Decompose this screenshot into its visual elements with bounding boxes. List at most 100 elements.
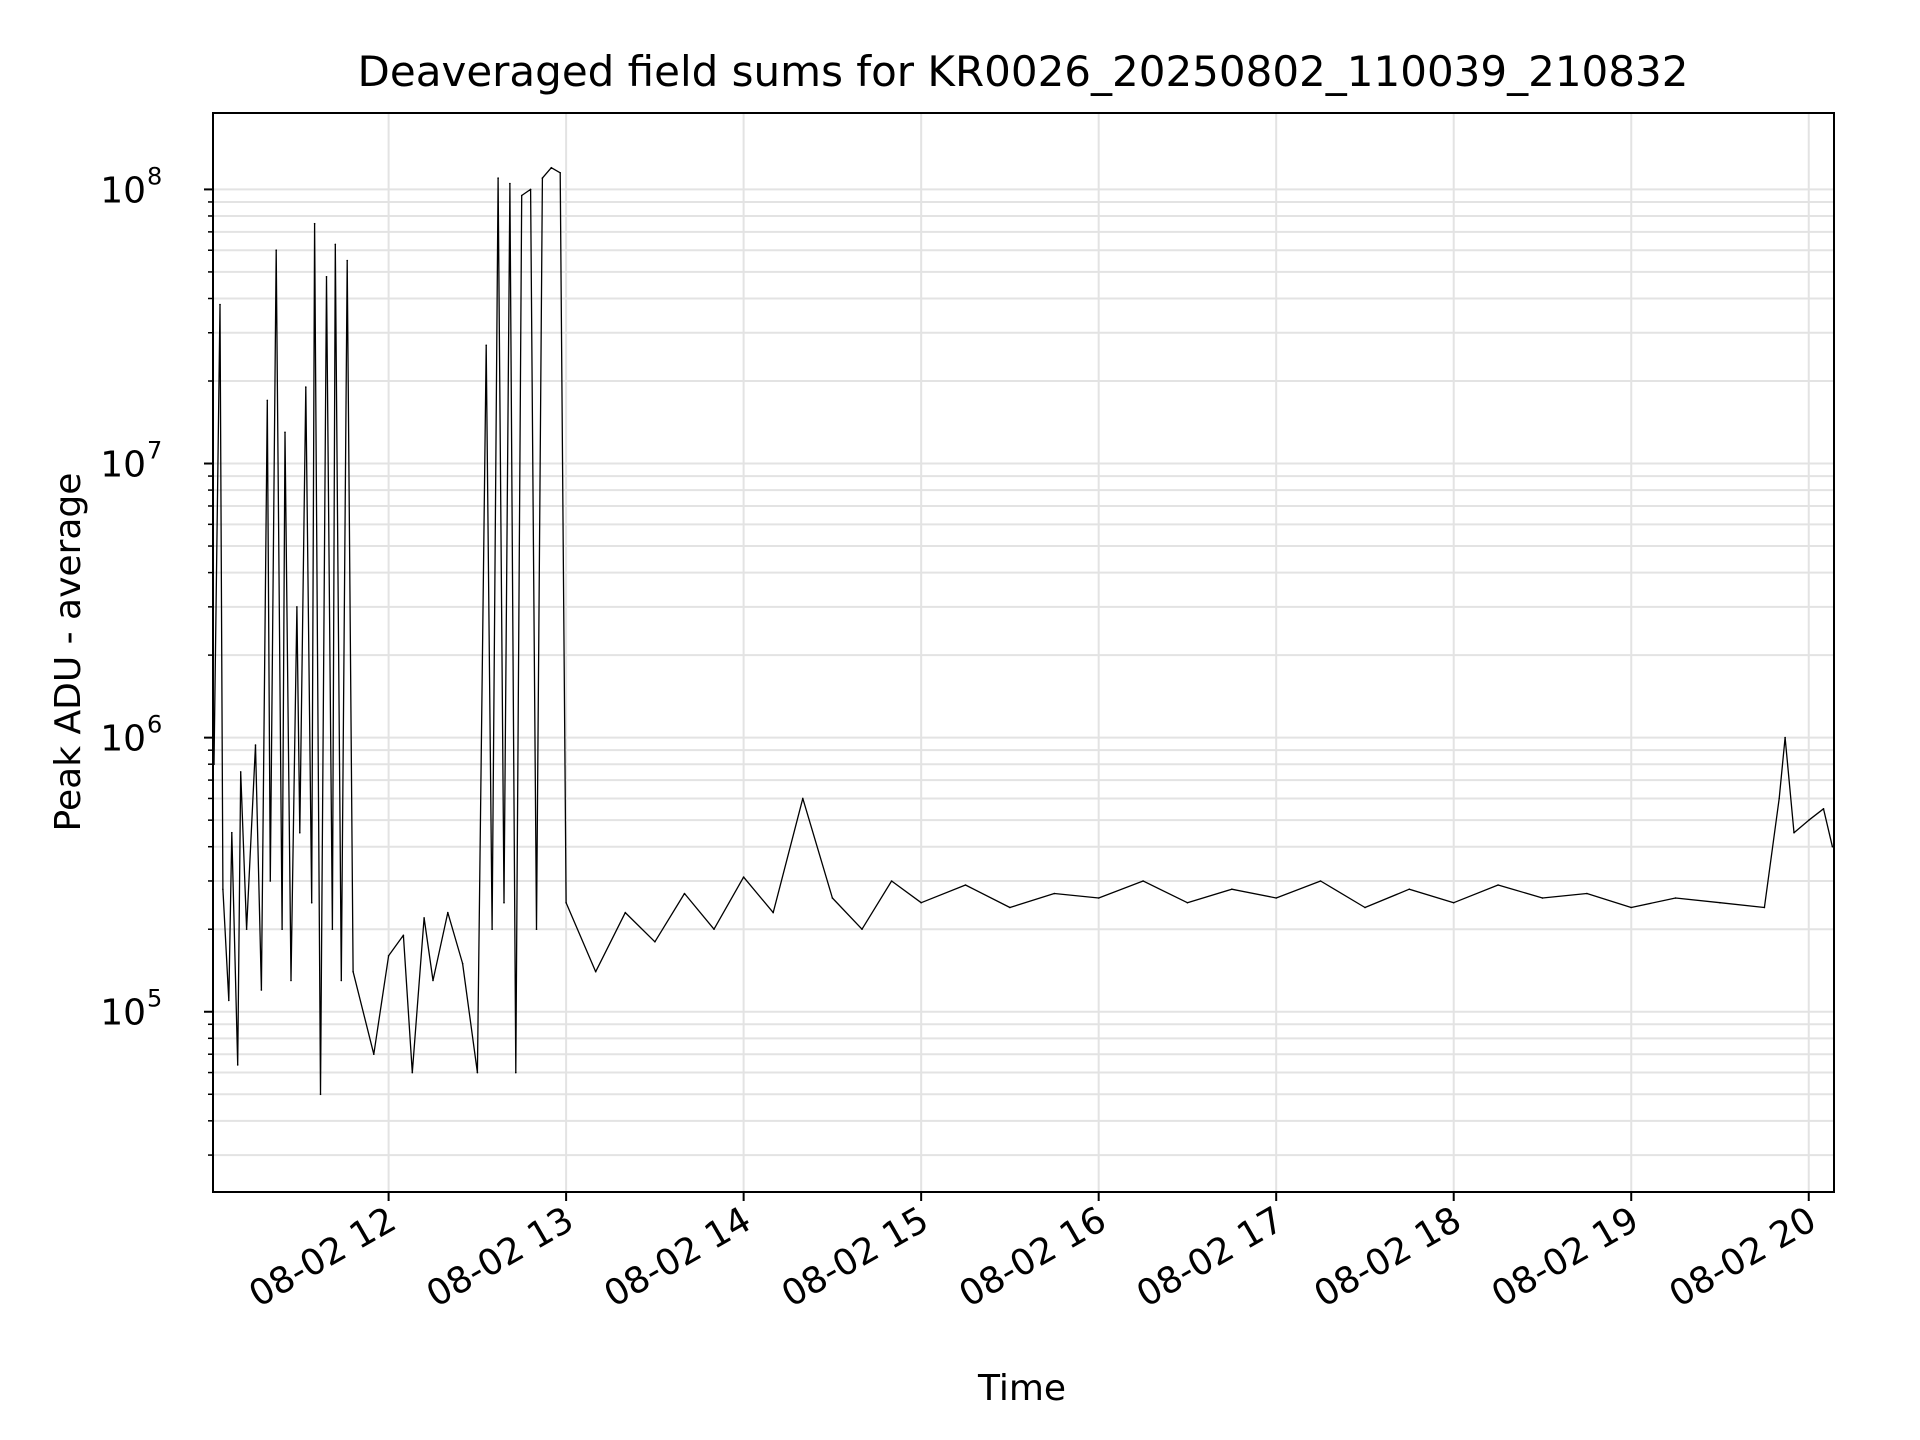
data-point — [1793, 831, 1795, 834]
y-tick-base: 10 — [100, 993, 146, 1034]
y-tick-label: 10 6 — [100, 711, 162, 760]
data-point — [402, 934, 405, 937]
data-point — [683, 892, 686, 895]
y-axis-title: Peak ADU - average — [48, 473, 89, 832]
data-point — [491, 928, 493, 930]
data-point — [352, 970, 354, 973]
data-point — [1364, 906, 1366, 909]
data-point — [1186, 901, 1189, 904]
data-point — [920, 901, 922, 904]
data-point — [411, 1071, 414, 1074]
y-tick-exponent: 5 — [147, 985, 162, 1013]
data-point — [231, 831, 233, 834]
data-point — [1275, 897, 1277, 899]
data-point — [772, 911, 774, 914]
data-point — [254, 744, 257, 746]
data-point — [346, 259, 349, 262]
data-point — [1497, 884, 1499, 886]
data-point — [742, 876, 745, 878]
chart-title: Deaveraged field sums for KR0026_2025080… — [358, 47, 1689, 96]
minor-gridlines — [213, 200, 1834, 1157]
y-tick-exponent: 7 — [147, 437, 162, 465]
data-point — [245, 928, 248, 930]
data-point — [461, 962, 464, 965]
y-tick-base: 10 — [100, 719, 146, 760]
data-point — [269, 880, 272, 882]
data-point — [260, 989, 263, 991]
data-point — [319, 1093, 322, 1096]
data-point — [236, 1064, 239, 1066]
data-point — [281, 928, 283, 930]
data-point — [515, 1071, 517, 1074]
data-point — [476, 1071, 479, 1074]
y-tick-exponent: 8 — [147, 162, 162, 190]
data-point — [594, 970, 597, 973]
data-point — [1319, 880, 1322, 882]
data-point — [565, 901, 567, 904]
data-point — [310, 901, 313, 904]
data-point — [284, 431, 286, 434]
data-point — [1719, 901, 1721, 904]
y-tick-label: 10 7 — [100, 437, 162, 486]
data-point — [219, 303, 221, 306]
data-point — [373, 1053, 375, 1055]
data-point — [831, 897, 834, 899]
data-point — [305, 386, 307, 388]
data-point — [239, 771, 242, 773]
data-point — [340, 979, 343, 982]
data-point — [387, 955, 390, 957]
data-point — [299, 831, 301, 834]
data-point — [497, 177, 499, 179]
data-point — [1541, 897, 1544, 899]
data-point — [1097, 897, 1100, 899]
data-point — [1808, 819, 1810, 821]
data-point — [1763, 906, 1766, 909]
data-point — [559, 172, 561, 174]
x-axis-title: Time — [977, 1368, 1066, 1409]
data-point — [509, 182, 511, 185]
data-point — [228, 999, 230, 1002]
data-point — [713, 928, 715, 930]
data-point — [296, 606, 298, 608]
data-point — [1630, 906, 1632, 909]
y-tick-label: 10 5 — [100, 985, 162, 1034]
data-point — [1831, 845, 1834, 848]
data-point — [1674, 897, 1677, 899]
data-point — [1009, 906, 1011, 909]
data-point — [890, 880, 893, 882]
data-point — [1142, 880, 1144, 882]
data-point — [550, 166, 553, 169]
data-point — [503, 901, 505, 904]
y-tick-exponent: 6 — [147, 711, 162, 739]
data-point — [1784, 736, 1786, 739]
data-point — [331, 928, 334, 930]
data-point — [1778, 797, 1780, 800]
data-point — [802, 797, 804, 800]
y-tick-base: 10 — [100, 445, 146, 486]
data-point — [423, 917, 425, 919]
data-point — [432, 979, 434, 982]
data-point — [529, 188, 532, 191]
data-point — [334, 243, 337, 246]
data-point — [1452, 901, 1455, 904]
data-point — [1053, 892, 1056, 895]
y-tick-label: 10 8 — [100, 162, 162, 211]
plot-frame — [212, 112, 1835, 1193]
y-tick-base: 10 — [100, 170, 146, 211]
data-point — [313, 222, 316, 225]
data-point — [266, 399, 269, 402]
major-gridlines — [213, 113, 1834, 1192]
data-point — [654, 941, 656, 943]
data-point — [535, 928, 538, 930]
data-point — [290, 979, 292, 982]
data-point — [520, 194, 523, 197]
data-point — [325, 276, 328, 278]
data-point — [447, 911, 449, 914]
data-point — [1822, 808, 1825, 810]
data-point — [964, 884, 967, 886]
data-point — [861, 928, 863, 930]
data-point — [222, 888, 224, 890]
